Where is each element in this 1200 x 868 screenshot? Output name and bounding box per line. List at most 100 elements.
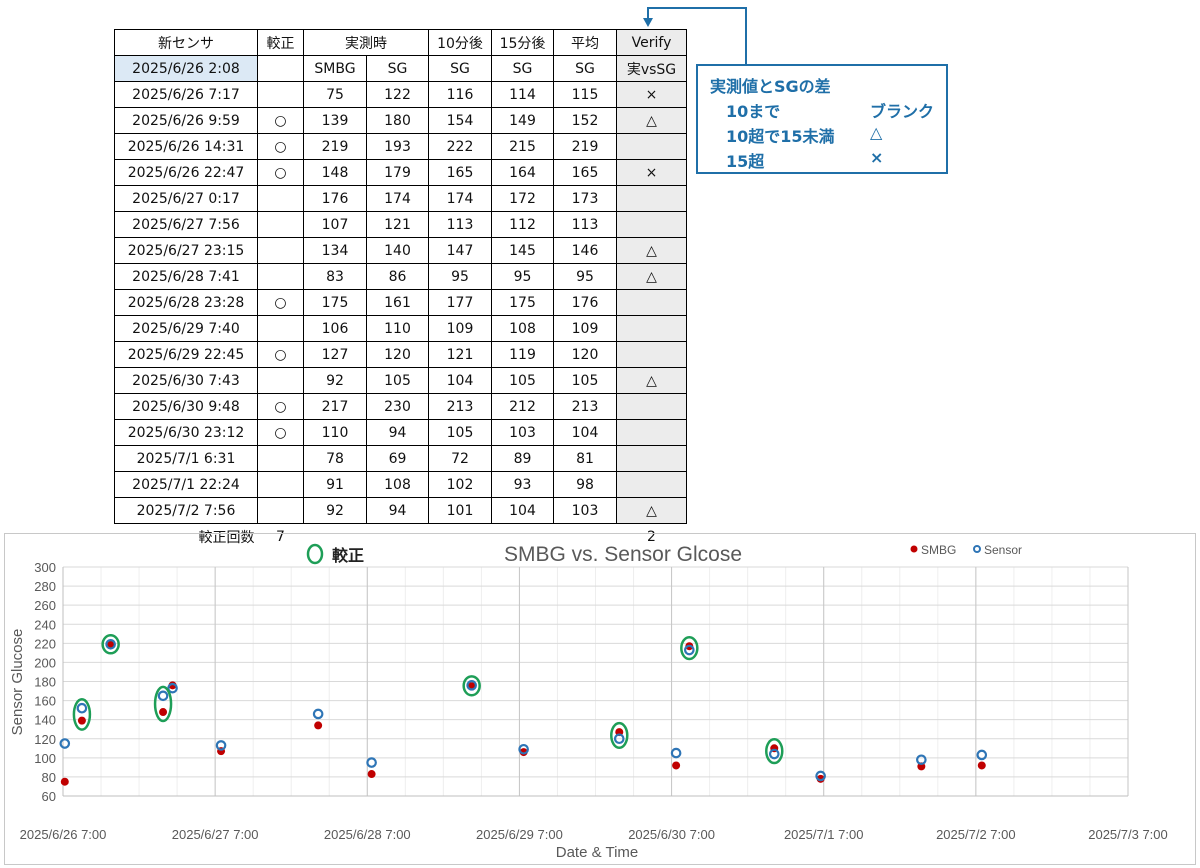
cell-sg-15min[interactable]: 93 <box>491 471 554 498</box>
cell-sg-10min[interactable]: 177 <box>428 289 492 316</box>
cell-smbg[interactable]: 107 <box>303 211 367 238</box>
subheader-verify[interactable]: 実vsSG <box>616 55 687 82</box>
cell-calibration[interactable] <box>257 237 304 264</box>
cell-calibration[interactable] <box>257 263 304 290</box>
cell-sg-average[interactable]: 105 <box>553 367 617 394</box>
cell-sg-15min[interactable]: 212 <box>491 393 554 420</box>
cell-smbg[interactable]: 78 <box>303 445 367 472</box>
cell-calibration[interactable] <box>257 315 304 342</box>
cell-sg-average[interactable]: 146 <box>553 237 617 264</box>
cell-calibration[interactable]: ○ <box>257 107 304 134</box>
cell-sg-10min[interactable]: 95 <box>428 263 492 290</box>
cell-calibration[interactable]: ○ <box>257 289 304 316</box>
cell-sg[interactable]: 179 <box>366 159 429 186</box>
cell-sg[interactable]: 121 <box>366 211 429 238</box>
cell-sg-average[interactable]: 115 <box>553 81 617 108</box>
cell-sg[interactable]: 105 <box>366 367 429 394</box>
cell-date[interactable]: 2025/6/28 7:41 <box>114 263 258 290</box>
cell-sg-10min[interactable]: 116 <box>428 81 492 108</box>
cell-sg-15min[interactable]: 119 <box>491 341 554 368</box>
cell-sg[interactable]: 86 <box>366 263 429 290</box>
cell-calibration[interactable] <box>257 185 304 212</box>
cell-date[interactable]: 2025/6/26 14:31 <box>114 133 258 160</box>
cell-verify[interactable] <box>616 471 687 498</box>
cell-sg-15min[interactable]: 104 <box>491 497 554 524</box>
cell-verify[interactable]: △ <box>616 497 687 524</box>
cell-date[interactable]: 2025/6/27 0:17 <box>114 185 258 212</box>
cell-smbg[interactable]: 110 <box>303 419 367 446</box>
cell-date[interactable]: 2025/6/30 23:12 <box>114 419 258 446</box>
cell-date[interactable]: 2025/6/27 23:15 <box>114 237 258 264</box>
subheader-smbg[interactable]: SMBG <box>303 55 367 82</box>
cell-calibration[interactable]: ○ <box>257 393 304 420</box>
cell-sg-10min[interactable]: 121 <box>428 341 492 368</box>
cell-sg-10min[interactable]: 105 <box>428 419 492 446</box>
cell-smbg[interactable]: 139 <box>303 107 367 134</box>
cell-sg-10min[interactable]: 72 <box>428 445 492 472</box>
cell-sg-average[interactable]: 95 <box>553 263 617 290</box>
cell-sg-15min[interactable]: 95 <box>491 263 554 290</box>
cell-sg[interactable]: 94 <box>366 419 429 446</box>
cell-sg-average[interactable]: 213 <box>553 393 617 420</box>
footer-calibration-count[interactable]: 7 <box>276 528 285 545</box>
cell-sg-15min[interactable]: 164 <box>491 159 554 186</box>
cell-sg-average[interactable]: 152 <box>553 107 617 134</box>
cell-sg-10min[interactable]: 147 <box>428 237 492 264</box>
cell-sg[interactable]: 122 <box>366 81 429 108</box>
cell-date[interactable]: 2025/6/30 7:43 <box>114 367 258 394</box>
header-new-sensor[interactable]: 新センサ <box>114 29 258 56</box>
cell-sg[interactable]: 180 <box>366 107 429 134</box>
cell-sg-15min[interactable]: 89 <box>491 445 554 472</box>
cell-sg-average[interactable]: 98 <box>553 471 617 498</box>
cell-sg-15min[interactable]: 105 <box>491 367 554 394</box>
cell-smbg[interactable]: 83 <box>303 263 367 290</box>
cell-sg-15min[interactable]: 112 <box>491 211 554 238</box>
cell-calibration[interactable] <box>257 471 304 498</box>
cell-calibration[interactable]: ○ <box>257 341 304 368</box>
cell-sg-10min[interactable]: 101 <box>428 497 492 524</box>
cell-verify[interactable]: △ <box>616 367 687 394</box>
cell-verify[interactable]: × <box>616 81 687 108</box>
cell-sg-10min[interactable]: 154 <box>428 107 492 134</box>
cell-calibration[interactable]: ○ <box>257 159 304 186</box>
cell-sg[interactable]: 161 <box>366 289 429 316</box>
cell-sg[interactable]: 110 <box>366 315 429 342</box>
footer-verify-count[interactable]: 2 <box>647 528 656 545</box>
cell-date[interactable]: 2025/6/26 22:47 <box>114 159 258 186</box>
cell-sg-average[interactable]: 113 <box>553 211 617 238</box>
cell-date[interactable]: 2025/7/1 22:24 <box>114 471 258 498</box>
cell-sg-average[interactable]: 173 <box>553 185 617 212</box>
cell-sg-15min[interactable]: 175 <box>491 289 554 316</box>
cell-verify[interactable] <box>616 315 687 342</box>
cell-date[interactable]: 2025/6/27 7:56 <box>114 211 258 238</box>
cell-smbg[interactable]: 175 <box>303 289 367 316</box>
cell-sg-15min[interactable]: 172 <box>491 185 554 212</box>
cell-verify[interactable]: △ <box>616 263 687 290</box>
cell-calibration[interactable]: ○ <box>257 419 304 446</box>
cell-calibration[interactable]: ○ <box>257 133 304 160</box>
cell-sg-15min[interactable]: 114 <box>491 81 554 108</box>
cell-sg[interactable]: 108 <box>366 471 429 498</box>
cell-verify[interactable]: △ <box>616 237 687 264</box>
cell-sg-average[interactable]: 120 <box>553 341 617 368</box>
cell-date[interactable]: 2025/7/1 6:31 <box>114 445 258 472</box>
cell-verify[interactable] <box>616 445 687 472</box>
cell-smbg[interactable]: 91 <box>303 471 367 498</box>
cell-smbg[interactable]: 92 <box>303 497 367 524</box>
cell-sg[interactable]: 94 <box>366 497 429 524</box>
cell-date[interactable]: 2025/6/26 7:17 <box>114 81 258 108</box>
cell-verify[interactable] <box>616 419 687 446</box>
cell-smbg[interactable]: 219 <box>303 133 367 160</box>
cell-sg-average[interactable]: 165 <box>553 159 617 186</box>
cell-sg-10min[interactable]: 222 <box>428 133 492 160</box>
cell-sg[interactable]: 230 <box>366 393 429 420</box>
cell-date[interactable]: 2025/6/30 9:48 <box>114 393 258 420</box>
cell-calibration[interactable] <box>257 445 304 472</box>
cell-verify[interactable] <box>616 185 687 212</box>
cell-sg[interactable]: 120 <box>366 341 429 368</box>
cell-sg[interactable]: 174 <box>366 185 429 212</box>
cell-calibration[interactable] <box>257 211 304 238</box>
cell-sg-15min[interactable]: 215 <box>491 133 554 160</box>
cell-date[interactable]: 2025/6/28 23:28 <box>114 289 258 316</box>
cell-sg-15min[interactable]: 149 <box>491 107 554 134</box>
